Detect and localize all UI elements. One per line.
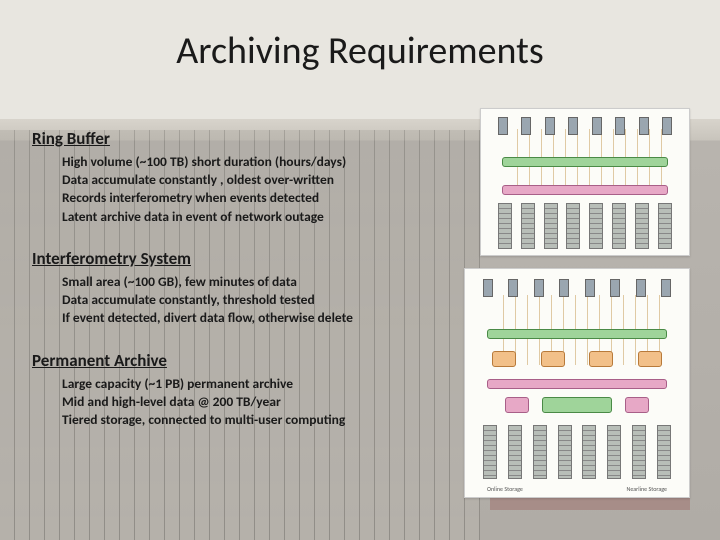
diagram-rack <box>498 203 512 249</box>
diagram-rack <box>483 425 497 479</box>
diagram-process-node <box>589 351 613 367</box>
diagram-rack <box>533 425 547 479</box>
diagram-rack <box>508 425 522 479</box>
diagram-rack <box>544 203 558 249</box>
list-item: Small area (~100 GB), few minutes of dat… <box>62 273 462 291</box>
diagram-storage-tiers: Online Storage Nearline Storage <box>464 268 690 498</box>
section-heading: Ring Buffer <box>32 128 462 149</box>
list-item: Latent archive data in event of network … <box>62 208 462 226</box>
list-item: Data accumulate constantly , oldest over… <box>62 171 462 189</box>
section-permanent-archive: Permanent Archive Large capacity (~1 PB)… <box>32 350 462 430</box>
diagram-source-node <box>498 117 508 135</box>
diagram-rack <box>589 203 603 249</box>
list-item: Data accumulate constantly, threshold te… <box>62 291 462 309</box>
section-ring-buffer: Ring Buffer High volume (~100 TB) short … <box>32 128 462 226</box>
diagram-source-node <box>592 117 602 135</box>
list-item: Tiered storage, connected to multi-user … <box>62 411 462 429</box>
diagram-source-node <box>585 279 595 297</box>
diagram-rack <box>582 425 596 479</box>
diagram-label: Nearline Storage <box>626 485 667 493</box>
diagram-bus-bar <box>502 157 668 167</box>
diagram-rack <box>657 425 671 479</box>
diagram-rack <box>521 203 535 249</box>
diagram-source-node <box>662 117 672 135</box>
diagram-bus-bar <box>487 329 666 339</box>
diagram-source-node <box>559 279 569 297</box>
diagram-source-node <box>521 117 531 135</box>
diagram-process-node <box>625 397 649 413</box>
diagram-data-flow <box>480 108 690 256</box>
diagram-source-node <box>610 279 620 297</box>
slide-title: Archiving Requirements <box>0 28 720 74</box>
diagram-bus-bar <box>502 185 668 195</box>
list-item: High volume (~100 TB) short duration (ho… <box>62 153 462 171</box>
section-heading: Permanent Archive <box>32 350 462 371</box>
list-item: Records interferometry when events detec… <box>62 189 462 207</box>
diagram-rack <box>558 425 572 479</box>
diagram-bus-bar <box>487 379 666 389</box>
list-item: Mid and high-level data @ 200 TB/year <box>62 393 462 411</box>
diagram-source-node <box>545 117 555 135</box>
diagram-source-node <box>661 279 671 297</box>
list-item: Large capacity (~1 PB) permanent archive <box>62 375 462 393</box>
section-interferometry: Interferometry System Small area (~100 G… <box>32 248 462 328</box>
diagram-process-node <box>542 397 612 413</box>
diagram-process-node <box>505 397 529 413</box>
diagram-source-node <box>483 279 493 297</box>
diagram-source-node <box>615 117 625 135</box>
diagram-rack <box>607 425 621 479</box>
diagram-rack <box>658 203 672 249</box>
section-heading: Interferometry System <box>32 248 462 269</box>
diagram-source-node <box>636 279 646 297</box>
list-item: If event detected, divert data flow, oth… <box>62 309 462 327</box>
diagram-source-node <box>534 279 544 297</box>
diagram-process-node <box>492 351 516 367</box>
diagram-rack <box>632 425 646 479</box>
diagram-rack <box>635 203 649 249</box>
diagram-source-node <box>508 279 518 297</box>
diagram-source-node <box>639 117 649 135</box>
diagram-source-node <box>568 117 578 135</box>
diagram-rack <box>566 203 580 249</box>
diagram-label: Online Storage <box>487 485 523 493</box>
diagram-rack <box>612 203 626 249</box>
content-area: Ring Buffer High volume (~100 TB) short … <box>32 128 462 451</box>
diagram-process-node <box>541 351 565 367</box>
diagram-process-node <box>638 351 662 367</box>
